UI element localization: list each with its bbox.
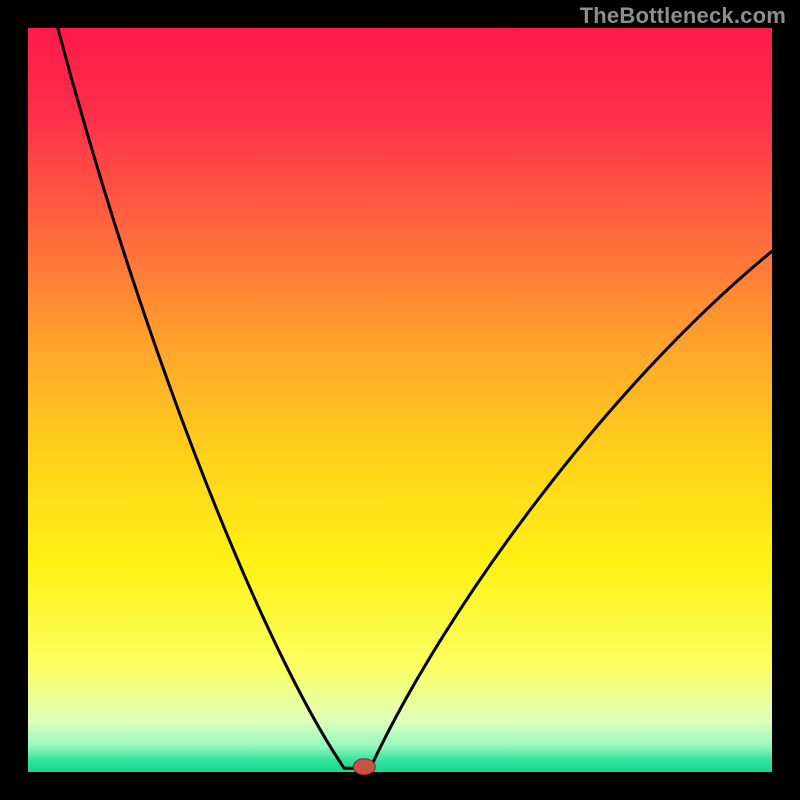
apex-marker: [353, 759, 375, 775]
bottleneck-chart: [0, 0, 800, 800]
chart-background: [28, 28, 772, 772]
chart-frame: TheBottleneck.com: [0, 0, 800, 800]
